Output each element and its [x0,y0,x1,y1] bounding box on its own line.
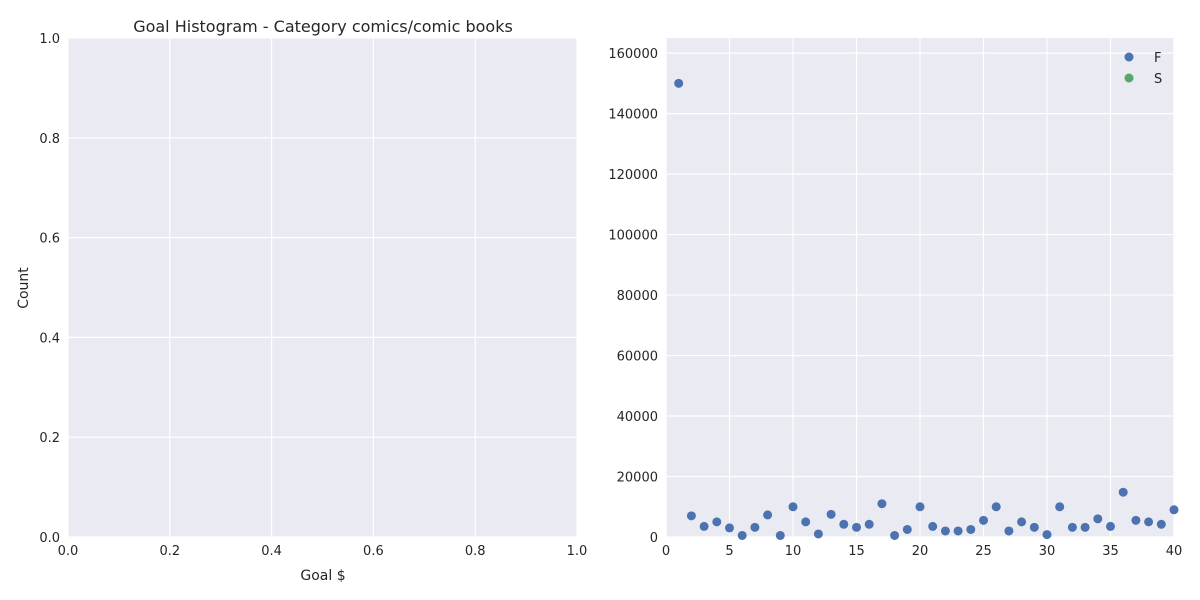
scatter-point-f [788,502,798,512]
histogram-title: Goal Histogram - Category comics/comic b… [133,17,513,36]
histogram-y-tick-label: 0.8 [39,132,60,147]
scatter-y-tick-label: 140000 [608,108,658,123]
scatter-x-tick-label: 40 [1166,544,1183,559]
histogram-y-axis-label: Count [16,267,32,309]
scatter-point-f [826,509,836,519]
scatter-x-tick-label: 35 [1102,544,1119,559]
scatter-point-f [1042,530,1052,540]
scatter-point-f [1017,517,1027,527]
scatter-point-f [877,499,887,509]
scatter-point-f [1144,517,1154,527]
histogram-x-tick-label: 0.0 [58,544,79,559]
scatter-point-f [813,529,823,539]
scatter-point-f [763,510,773,520]
scatter-x-tick-label: 10 [785,544,802,559]
scatter-x-tick-label: 5 [725,544,733,559]
scatter-y-tick-label: 60000 [617,350,658,365]
histogram-x-tick-label: 0.2 [159,544,180,559]
histogram-x-tick-labels: 0.0 0.2 0.4 0.6 0.8 1.0 [58,544,588,559]
histogram-gridlines [67,37,578,538]
scatter-y-tick-label: 0 [650,531,658,546]
scatter-y-tick-label: 20000 [617,471,658,486]
scatter-legend: FS [1124,51,1162,87]
histogram-y-tick-label: 0.4 [39,331,60,346]
scatter-point-f [852,522,861,532]
scatter-point-f [775,530,785,540]
histogram-x-tick-label: 0.6 [363,544,384,559]
scatter-point-f [902,524,912,534]
scatter-point-f [712,517,722,527]
scatter-point-f [1055,502,1065,512]
scatter-point-f [725,523,734,533]
scatter-point-f [928,521,938,531]
scatter-point-f [966,524,976,534]
scatter-point-f [686,511,696,521]
scatter-x-tick-label: 30 [1039,544,1056,559]
scatter-x-tick-label: 20 [912,544,929,559]
scatter-point-f [1156,519,1166,529]
histogram-panel: 0.0 0.2 0.4 0.6 0.8 1.0 0.0 0.2 0.4 0.6 0.8 1.0 Go… [16,17,587,584]
legend-marker-s [1124,73,1134,83]
scatter-point-f [1106,521,1115,531]
scatter-gridlines [665,38,1175,538]
scatter-point-f [674,78,684,88]
histogram-y-tick-label: 0.2 [39,431,60,446]
scatter-y-tick-labels: 0 20000 40000 60000 80000 100000 120000 140000 1… [608,47,658,546]
scatter-y-tick-label: 100000 [608,229,658,244]
scatter-point-f [915,502,925,512]
scatter-point-f [801,517,811,527]
scatter-point-f [1067,522,1077,532]
scatter-point-f [839,519,849,529]
scatter-point-f [1080,522,1090,532]
scatter-point-f [1169,505,1179,515]
scatter-y-tick-label: 120000 [608,168,658,183]
scatter-y-tick-label: 40000 [617,410,658,425]
scatter-x-tick-label: 0 [662,544,670,559]
scatter-point-f [699,521,709,531]
scatter-point-f [1118,487,1128,497]
histogram-x-tick-label: 1.0 [567,544,588,559]
histogram-y-tick-label: 0.6 [39,232,60,247]
scatter-point-f [940,526,950,536]
scatter-point-f [864,519,874,529]
scatter-point-f [890,530,900,540]
histogram-y-tick-label: 1.0 [39,32,60,47]
legend-label-f: F [1154,51,1161,66]
scatter-point-f [737,530,747,540]
histogram-x-tick-label: 0.8 [465,544,486,559]
scatter-x-tick-label: 15 [848,544,865,559]
scatter-point-f [1029,522,1039,532]
scatter-point-f [750,522,760,532]
histogram-x-tick-label: 0.4 [261,544,282,559]
legend-label-s: S [1154,72,1162,87]
scatter-y-tick-label: 80000 [617,289,658,304]
scatter-point-f [979,515,988,525]
scatter-y-tick-label: 160000 [608,47,658,62]
scatter-x-tick-labels: 0 5 10 15 20 25 30 35 40 [662,544,1182,559]
scatter-x-tick-label: 25 [975,544,992,559]
scatter-point-f [953,526,963,536]
histogram-y-tick-label: 0.0 [39,531,60,546]
legend-marker-f [1124,52,1134,62]
scatter-point-f [1131,515,1141,525]
histogram-x-axis-label: Goal $ [300,568,345,584]
scatter-points [674,78,1179,540]
scatter-point-f [991,502,1001,512]
scatter-point-f [1004,526,1014,536]
histogram-y-tick-labels: 0.0 0.2 0.4 0.6 0.8 1.0 [39,32,60,546]
scatter-point-f [1093,514,1103,524]
histogram-plot-area [68,38,577,537]
scatter-panel: 0 5 10 15 20 25 30 35 40 0 20000 40000 60000 80000 10… [608,38,1182,559]
